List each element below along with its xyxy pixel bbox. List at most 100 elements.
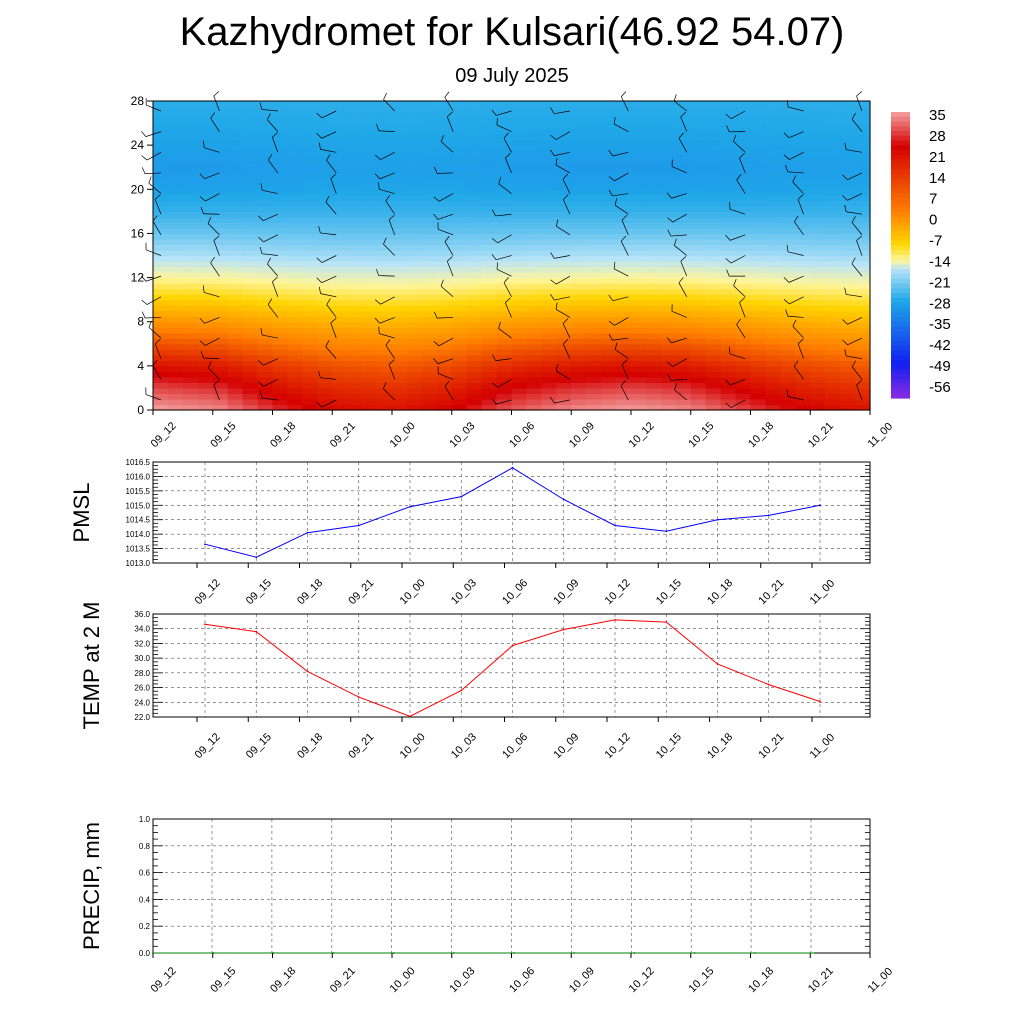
heatmap-cell: [302, 343, 318, 350]
heatmap-cell: [645, 145, 662, 152]
heatmap-cell: [392, 261, 408, 268]
heatmap-cell: [616, 327, 632, 334]
heatmap-cell: [481, 321, 498, 328]
heatmap-cell: [705, 283, 722, 290]
heatmap-cell: [526, 321, 542, 328]
heatmap-cell: [780, 183, 796, 190]
heatmap-cell: [810, 349, 826, 356]
heatmap-cell: [660, 200, 677, 207]
wind-barb-flag: [491, 382, 498, 388]
heatmap-cell: [780, 360, 796, 367]
y-tick-label: 32.0: [134, 639, 150, 648]
heatmap-cell: [571, 283, 587, 290]
heatmap-cell: [362, 387, 378, 395]
heatmap-cell: [317, 343, 333, 350]
heatmap-cell: [347, 398, 363, 406]
heatmap-cell: [347, 321, 363, 328]
heatmap-cell: [257, 338, 274, 345]
heatmap-cell: [765, 145, 781, 152]
heatmap-cell: [556, 106, 572, 113]
heatmap-cell: [541, 172, 557, 179]
heatmap-cell: [317, 398, 333, 406]
heatmap-cell: [302, 139, 318, 146]
heatmap-cell: [287, 310, 303, 317]
heatmap-cell: [735, 167, 752, 174]
wind-barb-staff: [671, 193, 687, 199]
heatmap-cell: [601, 371, 617, 378]
heatmap-cell: [511, 134, 528, 141]
heatmap-cell: [720, 161, 737, 168]
heatmap-cell: [182, 321, 199, 328]
heatmap-cell: [541, 134, 557, 141]
heatmap-cell: [242, 139, 259, 146]
heatmap-cell: [720, 222, 737, 229]
heatmap-cell: [765, 349, 781, 356]
heatmap-cell: [586, 167, 602, 174]
wind-barb-flag: [608, 189, 613, 197]
heatmap-cell: [675, 167, 692, 174]
heatmap-cell: [825, 360, 841, 367]
heatmap-cell: [481, 183, 498, 190]
heatmap-cell: [197, 244, 214, 251]
heatmap-cell: [556, 387, 572, 395]
heatmap-cell: [421, 117, 438, 124]
heatmap-cell: [436, 294, 453, 301]
heatmap-cell: [645, 387, 662, 395]
heatmap-cell: [616, 161, 632, 168]
x-tick-label: 09_15: [244, 577, 274, 607]
wind-barb-flag: [725, 113, 732, 119]
heatmap-cell: [377, 227, 393, 235]
wind-barb-flag: [678, 277, 684, 284]
heatmap-cell: [765, 404, 781, 411]
heatmap-cell: [855, 387, 871, 395]
heatmap-cell: [720, 266, 737, 273]
wind-barb-flag: [316, 277, 322, 283]
heatmap-cell: [855, 305, 871, 312]
heatmap-cell: [167, 327, 184, 334]
heatmap-cell: [660, 139, 677, 146]
heatmap-cell: [810, 194, 826, 201]
wind-barb-flag: [725, 234, 731, 241]
heatmap-cell: [227, 283, 244, 290]
heatmap-cell: [840, 101, 856, 108]
wind-barb-staff: [846, 355, 863, 360]
wind-barb-staff: [146, 296, 162, 305]
wind-barb-flag: [388, 359, 395, 365]
heatmap-cell: [586, 376, 602, 384]
heatmap-cell: [167, 283, 184, 290]
heatmap-cell: [840, 255, 856, 262]
heatmap-cell: [347, 327, 363, 334]
heatmap-cell: [601, 249, 617, 257]
heatmap-cell: [317, 327, 333, 334]
heatmap-cell: [795, 404, 811, 411]
heatmap-cell: [810, 382, 826, 389]
heatmap-cell: [347, 112, 363, 119]
wind-barb-staff: [672, 213, 687, 223]
heatmap-cell: [317, 172, 333, 179]
heatmap-cell: [526, 233, 542, 240]
heatmap-cell: [287, 117, 303, 124]
heatmap-cell: [571, 106, 587, 113]
wind-barb-flag: [141, 167, 146, 174]
heatmap-cell: [302, 211, 318, 218]
heatmap-cell: [765, 161, 781, 168]
heatmap-cell: [406, 305, 423, 312]
heatmap-cell: [227, 101, 244, 108]
heatmap-cell: [287, 338, 303, 345]
heatmap-cell: [227, 393, 244, 400]
heatmap-cell: [421, 354, 438, 361]
heatmap-cell: [571, 150, 587, 157]
wind-barb-staff: [444, 241, 454, 256]
x-tick-label: 09_18: [268, 420, 298, 450]
heatmap-cell: [362, 200, 378, 207]
heatmap-cell: [631, 244, 647, 251]
wind-barb-flag: [491, 253, 497, 261]
heatmap-cell: [511, 183, 528, 190]
wind-barb-staff: [856, 95, 863, 112]
wind-barb-staff: [378, 130, 395, 132]
heatmap-cell: [421, 194, 438, 201]
wind-barb-flag: [783, 154, 790, 160]
heatmap-cell: [825, 101, 841, 108]
heatmap-cell: [481, 194, 498, 201]
heatmap-cell: [675, 321, 692, 328]
